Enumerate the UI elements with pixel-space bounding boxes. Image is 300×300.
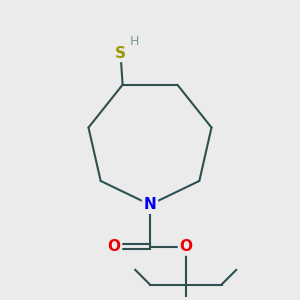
Text: H: H — [129, 35, 139, 48]
Text: S: S — [115, 46, 126, 61]
Text: O: O — [108, 239, 121, 254]
Text: O: O — [179, 239, 192, 254]
Text: N: N — [144, 197, 156, 212]
